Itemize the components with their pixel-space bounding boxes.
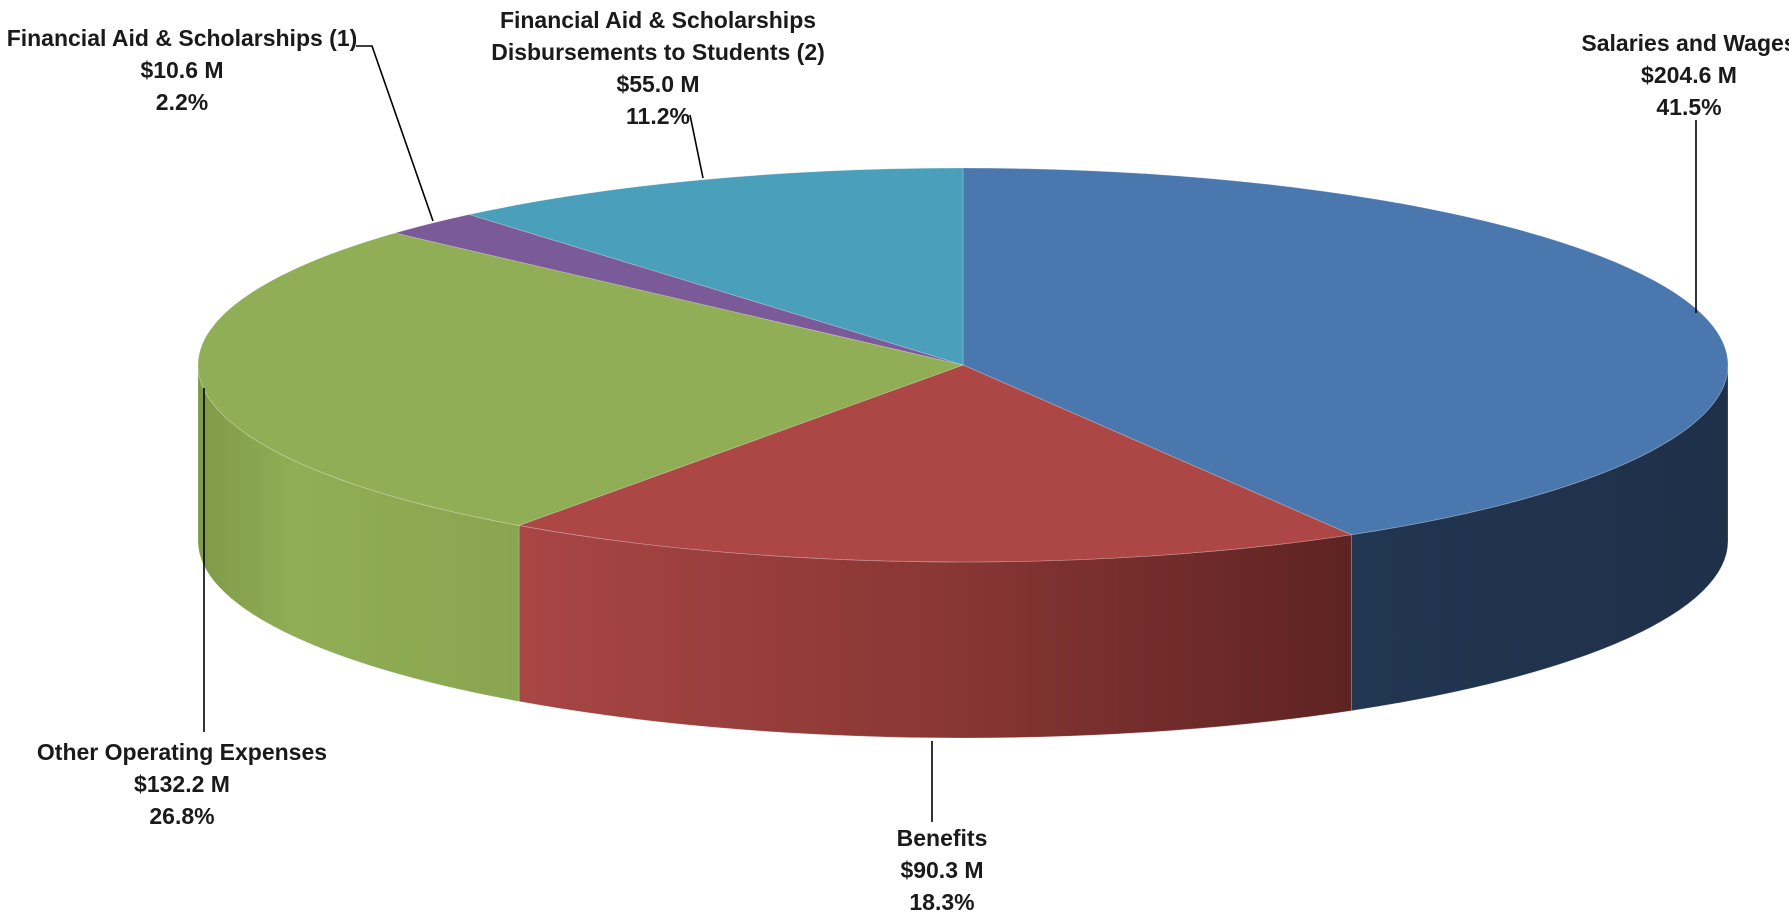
label-other-percent: 26.8% [149,803,214,829]
label-salaries-name: Salaries and Wages [1581,30,1789,56]
label-salaries-amount: $204.6 M [1641,62,1737,88]
label-other-amount: $132.2 M [134,771,230,797]
slice-label-finaid1: Financial Aid & Scholarships (1) $10.6 M… [7,25,358,115]
pie-slice-finaid2 [467,167,964,366]
label-benefits-percent: 18.3% [909,889,974,915]
pie-sides [197,364,1729,739]
slice-label-other: Other Operating Expenses $132.2 M 26.8% [37,739,327,829]
pie-slice-other [197,232,965,526]
label-finaid1-percent: 2.2% [156,89,208,115]
leader-line-finaid1 [356,45,434,222]
pie-slice-salaries [962,167,1729,536]
label-finaid2-amount: $55.0 M [616,71,699,97]
label-finaid2-name-line2: Disbursements to Students (2) [491,39,825,65]
pie-slice-benefits [517,364,1353,563]
pie-slice-finaid1 [393,214,964,366]
label-finaid1-amount: $10.6 M [140,57,223,83]
slice-label-salaries: Salaries and Wages $204.6 M 41.5% [1581,30,1789,120]
label-finaid2-name: Financial Aid & Scholarships [500,7,816,33]
label-finaid2-percent: 11.2% [626,103,690,129]
leader-lines [203,45,1697,822]
label-benefits-amount: $90.3 M [900,857,983,883]
label-other-name: Other Operating Expenses [37,739,327,765]
label-finaid1-name: Financial Aid & Scholarships (1) [7,25,358,51]
label-benefits-name: Benefits [897,825,988,851]
pie-tops [197,167,1729,563]
slice-label-finaid2: Financial Aid & Scholarships Disbursemen… [491,7,825,129]
slice-label-benefits: Benefits $90.3 M 18.3% [897,825,988,915]
label-salaries-percent: 41.5% [1656,94,1721,120]
leader-line-finaid2 [689,114,704,179]
